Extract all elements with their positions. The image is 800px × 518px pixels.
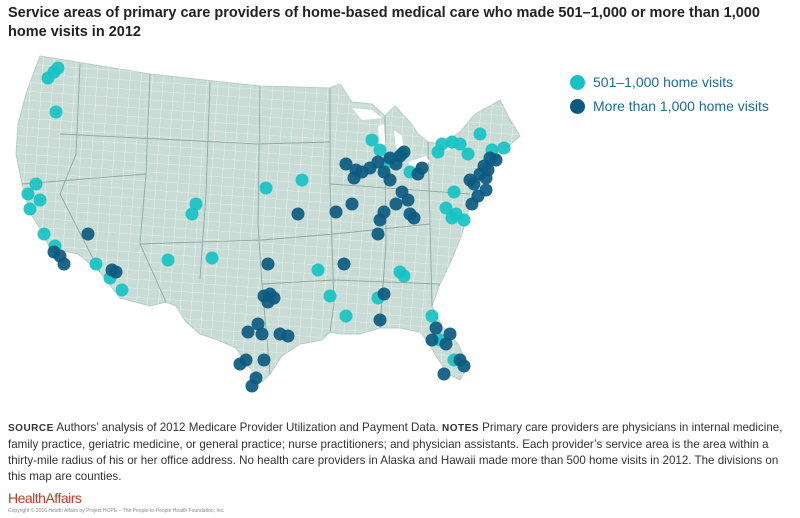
legend-swatch-dark — [570, 98, 585, 114]
service-area-1000-plus — [415, 161, 429, 175]
service-area-501-1000 — [425, 309, 439, 323]
service-area-1000-plus — [389, 197, 403, 211]
service-area-501-1000 — [89, 257, 103, 271]
source-text: Authors’ analysis of 2012 Medicare Provi… — [56, 421, 439, 434]
service-area-501-1000 — [311, 263, 325, 277]
service-area-501-1000 — [41, 71, 55, 85]
health-affairs-logo: HealthAffairs — [8, 490, 82, 506]
provider-points — [21, 61, 511, 393]
footnote: SOURCE Authors’ analysis of 2012 Medicar… — [8, 420, 792, 485]
service-area-1000-plus — [109, 265, 123, 279]
service-area-501-1000 — [397, 269, 411, 283]
service-area-501-1000 — [497, 141, 511, 155]
service-area-1000-plus — [251, 317, 265, 331]
service-area-1000-plus — [407, 211, 421, 225]
service-area-1000-plus — [329, 205, 343, 219]
service-area-1000-plus — [429, 321, 443, 335]
service-area-1000-plus — [479, 171, 493, 185]
service-area-1000-plus — [339, 157, 353, 171]
service-area-501-1000 — [439, 201, 453, 215]
notes-heading: NOTES — [441, 423, 479, 434]
service-area-501-1000 — [457, 213, 471, 227]
service-area-1000-plus — [467, 177, 481, 191]
service-area-1000-plus — [233, 357, 247, 371]
service-area-1000-plus — [255, 327, 269, 341]
service-area-1000-plus — [397, 145, 411, 159]
service-area-501-1000 — [49, 105, 63, 119]
service-area-1000-plus — [281, 329, 295, 343]
service-area-501-1000 — [323, 289, 337, 303]
service-area-1000-plus — [371, 227, 385, 241]
service-area-1000-plus — [425, 333, 439, 347]
legend: 501–1,000 home visits More than 1,000 ho… — [570, 70, 769, 118]
service-area-501-1000 — [51, 61, 65, 75]
service-area-501-1000 — [447, 185, 461, 199]
service-area-1000-plus — [245, 379, 259, 393]
legend-swatch-light — [570, 74, 585, 90]
service-area-1000-plus — [439, 337, 453, 351]
service-area-1000-plus — [383, 173, 397, 187]
service-area-1000-plus — [377, 287, 391, 301]
service-area-1000-plus — [241, 325, 255, 339]
notes-text: Primary care providers are physicians in… — [8, 421, 783, 483]
service-area-501-1000 — [295, 173, 309, 187]
service-area-501-1000 — [29, 177, 43, 191]
copyright-text: Copyright © 2016 Health Affairs by Proje… — [8, 508, 225, 514]
service-area-1000-plus — [371, 155, 385, 169]
service-area-501-1000 — [161, 253, 175, 267]
county-grid — [16, 56, 520, 382]
service-area-501-1000 — [23, 202, 37, 216]
service-area-1000-plus — [437, 367, 451, 381]
service-area-1000-plus — [443, 327, 457, 341]
service-area-501-1000 — [373, 143, 387, 157]
service-area-1000-plus — [81, 227, 95, 241]
service-area-501-1000 — [185, 207, 199, 221]
us-map — [0, 44, 800, 404]
service-area-501-1000 — [445, 211, 459, 225]
service-area-501-1000 — [205, 251, 219, 265]
service-area-1000-plus — [465, 197, 479, 211]
service-area-1000-plus — [347, 171, 361, 185]
service-area-1000-plus — [401, 193, 415, 207]
source-heading: SOURCE — [8, 423, 54, 434]
service-area-1000-plus — [261, 295, 275, 309]
service-area-1000-plus — [257, 353, 271, 367]
legend-label-1000-plus: More than 1,000 home visits — [593, 98, 769, 114]
service-area-501-1000 — [435, 137, 449, 151]
service-area-1000-plus — [337, 257, 351, 271]
service-area-1000-plus — [373, 313, 387, 327]
service-area-501-1000 — [259, 181, 273, 195]
service-area-1000-plus — [261, 257, 275, 271]
service-area-1000-plus — [373, 213, 387, 227]
service-area-1000-plus — [345, 197, 359, 211]
service-area-501-1000 — [461, 147, 475, 161]
service-area-1000-plus — [57, 257, 71, 271]
service-area-501-1000 — [21, 187, 35, 201]
service-area-501-1000 — [339, 309, 353, 323]
service-area-1000-plus — [457, 359, 471, 373]
service-area-1000-plus — [489, 153, 503, 167]
us-map-svg — [15, 55, 521, 393]
service-area-501-1000 — [33, 193, 47, 207]
service-area-501-1000 — [365, 133, 379, 147]
legend-item-1000-plus: More than 1,000 home visits — [570, 94, 769, 118]
map-title: Service areas of primary care providers … — [8, 5, 760, 40]
service-area-501-1000 — [37, 227, 51, 241]
legend-label-501-1000: 501–1,000 home visits — [593, 74, 734, 90]
service-area-1000-plus — [291, 207, 305, 221]
service-area-501-1000 — [453, 137, 467, 151]
service-area-501-1000 — [115, 283, 129, 297]
legend-item-501-1000: 501–1,000 home visits — [570, 70, 769, 94]
service-area-501-1000 — [473, 127, 487, 141]
service-area-501-1000 — [189, 197, 203, 211]
